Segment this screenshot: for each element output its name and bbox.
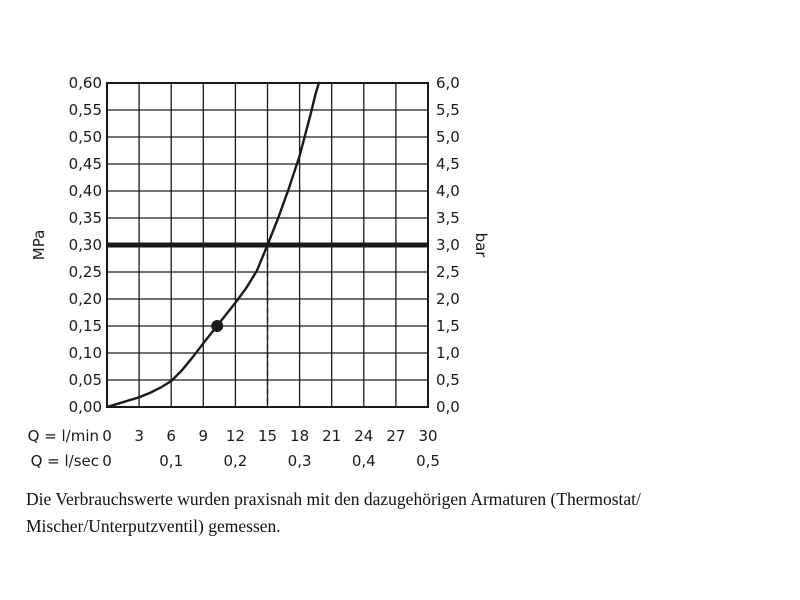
flow-pressure-chart: 0,000,050,100,150,200,250,300,350,400,45… <box>28 74 490 470</box>
y-left-tick-label: 0,15 <box>69 317 102 335</box>
y-left-tick-label: 0,55 <box>69 101 102 119</box>
y-left-tick-label: 0,20 <box>69 290 102 308</box>
x-lmin-tick-label: 18 <box>290 427 309 445</box>
y-right-tick-label: 4,0 <box>436 182 460 200</box>
y-right-tick-label: 5,0 <box>436 128 460 146</box>
x-lmin-tick-label: 27 <box>386 427 405 445</box>
y-right-tick-label: 3,5 <box>436 209 460 227</box>
y-right-tick-label: 3,0 <box>436 236 460 254</box>
caption-line-1: Die Verbrauchswerte wurden praxisnah mit… <box>26 489 641 509</box>
chart-caption: Die Verbrauchswerte wurden praxisnah mit… <box>26 486 766 540</box>
y-right-tick-label: 6,0 <box>436 74 460 92</box>
x-lsec-tick-label: 0 <box>102 452 112 470</box>
y-right-tick-label: 2,5 <box>436 263 460 281</box>
y-right-tick-label: 1,0 <box>436 344 460 362</box>
x-lsec-tick-label: 0,3 <box>288 452 312 470</box>
y-right-tick-label: 4,5 <box>436 155 460 173</box>
y-right-tick-label: 0,0 <box>436 398 460 416</box>
x-lmin-tick-label: 15 <box>258 427 277 445</box>
y-left-tick-label: 0,05 <box>69 371 102 389</box>
x-lmin-tick-label: 30 <box>418 427 437 445</box>
y-left-tick-label: 0,50 <box>69 128 102 146</box>
x-lmin-tick-label: 3 <box>134 427 144 445</box>
x-lmin-tick-label: 6 <box>166 427 176 445</box>
y-right-tick-label: 5,5 <box>436 101 460 119</box>
y-left-tick-label: 0,30 <box>69 236 102 254</box>
y-left-tick-label: 0,10 <box>69 344 102 362</box>
x-lmin-tick-label: 21 <box>322 427 341 445</box>
y-left-tick-label: 0,45 <box>69 155 102 173</box>
y-right-axis-title: bar <box>472 233 490 259</box>
y-left-axis-title: MPa <box>30 230 48 261</box>
y-right-tick-label: 0,5 <box>436 371 460 389</box>
y-right-tick-label: 2,0 <box>436 290 460 308</box>
x-lsec-tick-label: 0,1 <box>159 452 183 470</box>
x-lmin-tick-label: 0 <box>102 427 112 445</box>
y-left-tick-label: 0,25 <box>69 263 102 281</box>
y-left-tick-label: 0,60 <box>69 74 102 92</box>
caption-line-2: Mischer/Unterputzventil) gemessen. <box>26 516 281 536</box>
y-left-tick-label: 0,40 <box>69 182 102 200</box>
y-right-tick-label: 1,5 <box>436 317 460 335</box>
x-lmin-tick-label: 9 <box>199 427 209 445</box>
y-left-tick-label: 0,00 <box>69 398 102 416</box>
x-lsec-tick-label: 0,4 <box>352 452 376 470</box>
x-lmin-tick-label: 12 <box>226 427 245 445</box>
x-lmin-tick-label: 24 <box>354 427 373 445</box>
x-lsec-tick-label: 0,2 <box>223 452 247 470</box>
flow-marker-point <box>211 320 224 332</box>
y-left-tick-label: 0,35 <box>69 209 102 227</box>
x-axis-lmin-label: Q = l/min <box>28 427 99 445</box>
x-lsec-tick-label: 0,5 <box>416 452 440 470</box>
x-axis-lsec-label: Q = l/sec <box>31 452 99 470</box>
